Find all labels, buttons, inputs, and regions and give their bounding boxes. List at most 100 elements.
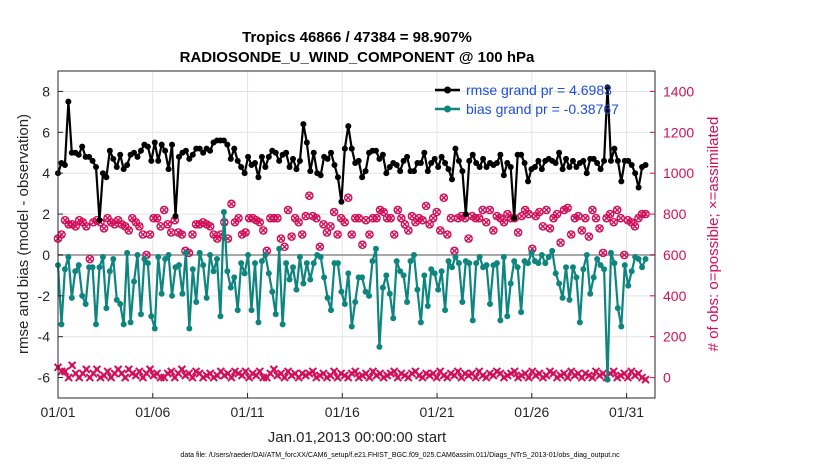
bias-point: [99, 253, 106, 260]
obs-possible-cross-b: [613, 206, 621, 214]
rmse-point: [227, 155, 234, 162]
rmse-point: [234, 157, 241, 164]
obs-possible-marker: [566, 230, 576, 239]
obs-possible-cross-b: [535, 208, 543, 216]
bias-point: [207, 251, 214, 258]
obs-possible-marker: [347, 230, 357, 239]
bias-point: [120, 321, 127, 328]
obs-possible-cross-b: [121, 222, 129, 230]
y2-tick-label: 600: [663, 247, 687, 263]
obs-possible-cross-b: [500, 218, 508, 226]
obs-possible-cross-b: [588, 206, 596, 214]
bias-point: [127, 319, 134, 326]
bias-point: [58, 321, 65, 328]
obs-possible-cross-b: [132, 218, 140, 226]
rmse-point: [296, 157, 303, 164]
bias-point: [642, 256, 649, 263]
obs-assimilated-marker: [526, 375, 531, 380]
y-tick-label: -6: [38, 370, 51, 386]
obs-assimilated-marker: [434, 375, 439, 380]
bias-point: [110, 256, 117, 263]
bias-point: [338, 288, 345, 295]
rmse-point: [518, 151, 525, 158]
obs-assimilated-marker: [257, 369, 262, 374]
rmse-point: [497, 151, 504, 158]
rmse-point: [476, 164, 483, 171]
bias-point: [390, 315, 397, 322]
bias-point: [362, 288, 369, 295]
bias-point: [227, 284, 234, 291]
rmse-point: [120, 166, 127, 173]
bias-point: [348, 323, 355, 330]
legend-bias-label: bias grand pr = -0.38767: [466, 101, 619, 117]
rmse-point: [165, 166, 172, 173]
rmse-point: [175, 153, 182, 160]
rmse-point: [635, 184, 642, 191]
rmse-point: [303, 139, 310, 146]
rmse-point: [186, 155, 193, 162]
obs-possible-marker: [481, 217, 491, 227]
obs-possible-marker: [234, 213, 243, 223]
obs-assimilated-marker: [643, 377, 648, 382]
obs-possible-cross-b: [355, 214, 363, 222]
obs-possible-cross-b: [358, 241, 366, 249]
rmse-point: [493, 159, 500, 166]
obs-possible-cross-b: [503, 210, 511, 218]
rmse-point: [483, 164, 490, 171]
obs-possible-cross-b: [327, 222, 335, 230]
y2-tick-label: 400: [663, 288, 687, 304]
bias-point: [504, 313, 511, 320]
rmse-point: [348, 145, 355, 152]
bias-point: [404, 298, 411, 305]
obs-possible-marker: [552, 209, 562, 219]
obs-possible-marker: [542, 205, 551, 215]
obs-possible-marker: [389, 230, 399, 239]
y-axis-label: rmse and bias (model - observation): [15, 114, 32, 354]
obs-possible-cross-b: [79, 218, 87, 226]
rmse-point: [61, 162, 68, 169]
x-tick-label: 01/26: [514, 404, 549, 420]
rmse-point: [556, 149, 563, 156]
rmse-point: [511, 215, 518, 222]
obs-possible-cross-b: [443, 231, 451, 238]
obs-assimilated-marker: [179, 367, 184, 372]
bias-point: [435, 286, 442, 293]
obs-possible-cross-b: [298, 231, 306, 238]
rmse-point: [272, 149, 279, 156]
obs-possible-cross-b: [242, 228, 250, 236]
bias-point: [549, 247, 556, 254]
x-tick-label: 01/11: [231, 404, 265, 420]
obs-possible-cross-b: [450, 247, 458, 255]
obs-possible-cross-b: [585, 233, 593, 241]
rmse-point: [594, 159, 601, 166]
obs-possible-marker: [513, 228, 523, 237]
bias-point: [376, 343, 383, 350]
obs-possible-marker: [294, 217, 303, 227]
plot-frame: [57, 70, 656, 399]
obs-assimilated-marker: [158, 375, 163, 380]
bias-point: [182, 249, 189, 256]
bias-point: [96, 264, 103, 271]
rmse-point: [341, 145, 348, 152]
obs-possible-marker: [584, 232, 594, 241]
obs-possible-cross-b: [592, 214, 600, 222]
rmse-point: [324, 155, 331, 162]
obs-possible-marker: [588, 205, 597, 215]
obs-possible-cross-b: [128, 214, 136, 222]
bias-point: [597, 262, 604, 269]
bias-point: [614, 305, 621, 312]
rmse-point: [580, 157, 587, 164]
obs-assimilated-marker: [94, 367, 99, 372]
bias-point: [611, 260, 618, 267]
bias-point: [131, 278, 138, 285]
bias-point: [639, 264, 646, 271]
bias-point: [518, 309, 525, 316]
obs-possible-cross-b: [164, 220, 172, 228]
obs-possible-marker: [124, 226, 134, 235]
rmse-point: [151, 139, 158, 146]
bias-point: [303, 260, 310, 267]
bias-point: [590, 274, 597, 281]
obs-possible-cross-b: [380, 208, 388, 216]
obs-possible-cross-b: [525, 210, 533, 218]
obs-possible-marker: [499, 217, 509, 227]
